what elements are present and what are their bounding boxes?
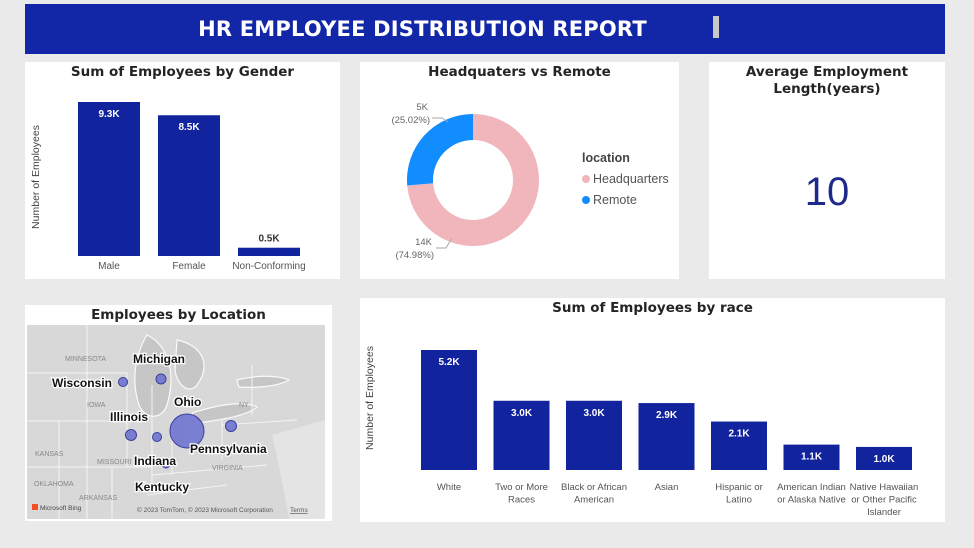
lake-erie-shape — [191, 403, 259, 424]
x-tick-label-gender-0: Male — [98, 261, 120, 272]
x-tick-label-race-3: Asian — [655, 482, 679, 493]
state-label-wisconsin: Wisconsin — [52, 376, 112, 390]
bar-race-5[interactable] — [783, 444, 840, 470]
map-terms-link[interactable]: Terms — [290, 507, 308, 514]
y-axis-label: Number of Employees — [30, 125, 42, 229]
x-tick-label-race-4: Hispanic or Latino — [715, 482, 763, 506]
x-tick-label-race-2: Black or African American — [561, 482, 627, 506]
state-label-pennsylvania: Pennsylvania — [190, 442, 267, 456]
donut-slice-headquarters[interactable] — [407, 114, 539, 246]
text-cursor-icon — [713, 16, 719, 38]
bar-gender-2[interactable] — [238, 247, 300, 256]
data-label-gender-2: 0.5K — [258, 234, 280, 245]
map-region-label: VIRGINIA — [212, 465, 243, 472]
bar-race-1[interactable] — [493, 400, 550, 470]
map-bubble[interactable] — [161, 459, 171, 469]
lake-ontario-shape — [236, 375, 291, 388]
bar-race-2[interactable] — [566, 400, 622, 470]
state-label-ohio: Ohio — [174, 395, 201, 409]
map-bubble[interactable] — [155, 373, 167, 385]
map-bubble[interactable] — [225, 420, 237, 432]
data-label-gender-1: 8.5K — [178, 122, 200, 133]
race-chart-card[interactable]: Sum of Employees by race Number of Emplo… — [360, 298, 945, 522]
location-donut-chart: 5K (25.02%) 14K (74.98%) — [391, 102, 539, 261]
race-chart-title: Sum of Employees by race — [552, 300, 753, 316]
donut-percent-label-headquarters: (74.98%) — [395, 250, 434, 261]
donut-slice-remote[interactable] — [407, 114, 473, 186]
tenure-kpi-card[interactable]: Average Employment Length(years) 10 — [709, 62, 945, 279]
map-region-label: MISSOURI — [97, 459, 132, 466]
bar-gender-1[interactable] — [158, 115, 220, 256]
legend-label-remote: Remote — [593, 193, 637, 207]
tenure-kpi-title: Average Employment Length(years) — [709, 64, 945, 98]
map-region-label: ARKANSAS — [79, 495, 117, 502]
legend-label-headquarters: Headquarters — [593, 172, 669, 186]
x-tick-label-race-6: Native Hawaiian or Other Pacific Islander — [850, 482, 919, 518]
y-axis-label: Number of Employees — [364, 346, 376, 450]
data-label-race-5: 1.1K — [801, 452, 823, 463]
page-title: HR EMPLOYEE DISTRIBUTION REPORT — [198, 17, 647, 41]
data-label-race-4: 2.1K — [728, 429, 750, 440]
map-bubble[interactable] — [152, 432, 162, 442]
x-tick-label-race-1: Two or More Races — [495, 482, 548, 506]
gender-bar-chart: Number of Employees 9.3K Male 8.5K Female 0.5… — [30, 102, 306, 272]
data-label-race-1: 3.0K — [511, 408, 533, 419]
map-region-label: MINNESOTA — [65, 356, 106, 363]
microsoft-logo-icon — [32, 504, 38, 510]
bar-race-3[interactable] — [638, 403, 695, 470]
legend-dot-icon — [582, 196, 590, 204]
header-banner: HR EMPLOYEE DISTRIBUTION REPORT — [25, 4, 945, 54]
lake-huron-shape — [174, 339, 205, 390]
map-title: Employees by Location — [91, 307, 266, 323]
x-tick-label-gender-1: Female — [172, 261, 206, 272]
donut-percent-label-remote: (25.02%) — [391, 115, 430, 126]
map-logo-label: Microsoft Bing — [40, 505, 82, 512]
legend-title: location — [582, 151, 630, 165]
bar-race-6[interactable] — [856, 446, 912, 470]
map-region-label: NY — [239, 402, 249, 409]
gender-chart-title: Sum of Employees by Gender — [70, 64, 295, 80]
state-label-illinois: Illinois — [110, 410, 148, 424]
map-bubble[interactable] — [169, 413, 205, 449]
state-label-michigan: Michigan — [133, 352, 185, 366]
leader-line-headquarters — [436, 237, 453, 249]
leader-line-remote — [432, 117, 449, 123]
map-bubble[interactable] — [125, 429, 137, 441]
data-label-race-3: 2.9K — [656, 410, 678, 421]
location-split-title: Headquaters vs Remote — [428, 64, 611, 80]
donut-value-label-remote: 5K — [416, 102, 428, 113]
map-card[interactable]: Employees by Location MINNESOTA IOWA MISSO… — [25, 305, 332, 521]
gender-chart-card[interactable]: Sum of Employees by Gender Number of Emp… — [25, 62, 340, 279]
map-region-label: IOWA — [87, 402, 106, 409]
x-tick-label-gender-2: Non-Conforming — [232, 261, 305, 272]
lake-michigan-shape — [134, 334, 172, 417]
location-map[interactable]: MINNESOTA IOWA MISSOURI KANSAS OKLAHOMA ARKAN… — [27, 325, 325, 519]
data-label-race-2: 3.0K — [583, 408, 605, 419]
map-region-label: OKLAHOMA — [34, 481, 74, 488]
map-bubble[interactable] — [118, 377, 128, 387]
ocean-shape — [272, 420, 325, 519]
legend-item-remote[interactable]: Remote — [582, 193, 637, 207]
bar-race-0[interactable] — [421, 350, 477, 470]
legend-dot-icon — [582, 175, 590, 183]
x-tick-label-race-0: White — [437, 482, 461, 493]
location-split-card[interactable]: Headquaters vs Remote 5K (25.02%) 14K (74.9… — [360, 62, 679, 279]
legend-item-headquarters[interactable]: Headquarters — [582, 172, 669, 186]
state-label-indiana: Indiana — [134, 454, 176, 468]
race-bar-chart: Number of Employees 5.2K White 3.0K Two or M… — [364, 346, 919, 518]
x-tick-label-race-5: American Indian or Alaska Native — [777, 482, 846, 506]
data-label-race-0: 5.2K — [438, 357, 460, 368]
data-label-gender-0: 9.3K — [98, 109, 120, 120]
data-label-race-6: 1.0K — [873, 454, 895, 465]
state-label-kentucky: Kentucky — [135, 480, 189, 494]
bar-gender-0[interactable] — [78, 102, 140, 256]
bar-race-4[interactable] — [711, 421, 767, 470]
map-region-label: KANSAS — [35, 451, 64, 458]
tenure-title-line2: Length(years) — [773, 81, 881, 97]
map-overlay: MINNESOTA IOWA MISSOURI KANSAS OKLAHOMA ARKAN… — [32, 351, 308, 514]
tenure-kpi-value: 10 — [804, 170, 850, 214]
tenure-title-line1: Average Employment — [745, 64, 909, 80]
map-attribution: © 2023 TomTom, © 2023 Microsoft Corporat… — [137, 506, 273, 514]
donut-value-label-headquarters: 14K — [415, 237, 433, 248]
